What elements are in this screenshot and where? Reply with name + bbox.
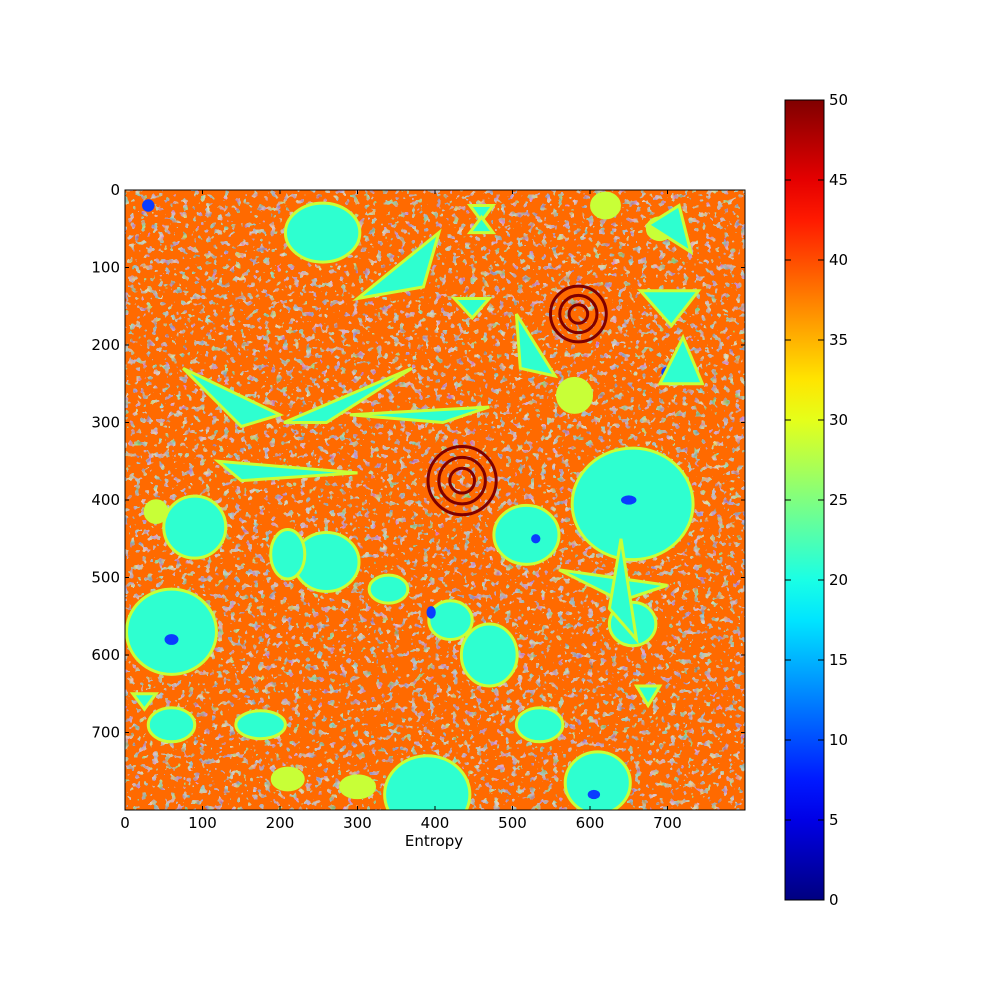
- heatmap-region-31: [637, 289, 702, 328]
- x-tick-label-4: 400: [421, 814, 450, 832]
- y-tick-label-2: 200: [91, 336, 120, 354]
- heatmap-region-23: [142, 199, 155, 212]
- colorbar-tick-label-7: 35: [829, 331, 848, 349]
- colorbar-tick-label-1: 5: [829, 811, 839, 829]
- heatmap-region-39: [213, 459, 358, 483]
- heatmap-region-18: [590, 191, 621, 220]
- heatmap-region-33: [645, 203, 694, 256]
- colorbar-tick-label-0: 0: [829, 891, 839, 909]
- x-tick-label-0: 0: [120, 814, 130, 832]
- colorbar-tick-label-4: 20: [829, 571, 848, 589]
- colorbar-ticks: 0 5 10 15 20 25 30 35 40 45 50: [785, 91, 848, 909]
- x-tick-label-7: 700: [653, 814, 682, 832]
- heatmap-region-26: [587, 789, 601, 800]
- heatmap-region-30: [514, 313, 559, 379]
- heatmap-region-44: [633, 684, 663, 709]
- heatmap-region-38: [607, 538, 639, 645]
- plot-area: [124, 189, 746, 811]
- heatmap-ring-0-1: [437, 455, 487, 506]
- heatmap-region-43: [129, 692, 159, 712]
- y-tick-label-0: 0: [110, 181, 120, 199]
- heatmap-region-28: [531, 534, 541, 544]
- heatmap-region-17: [143, 499, 169, 524]
- y-tick-label-6: 600: [91, 646, 120, 664]
- y-axis: 0 100 200 300 400 500 600 700: [91, 181, 745, 742]
- heatmap-region-0: [283, 201, 362, 264]
- heatmap-region-20: [338, 774, 377, 800]
- heatmap-ring-0-0: [448, 466, 477, 495]
- colorbar-tick-label-6: 30: [829, 411, 848, 429]
- x-tick-label-6: 600: [576, 814, 605, 832]
- heatmap-region-19: [270, 766, 305, 792]
- colorbar-tick-label-9: 45: [829, 171, 848, 189]
- heatmap-region-35: [466, 204, 497, 224]
- heatmap-region-12: [234, 709, 287, 741]
- heatmap-ring-1-1: [558, 293, 599, 335]
- heatmap-region-36: [466, 214, 497, 235]
- x-tick-label-2: 200: [266, 814, 295, 832]
- colorbar-tick-label-3: 15: [829, 651, 848, 669]
- colorbar-tick-label-5: 25: [829, 491, 848, 509]
- y-tick-label-4: 400: [91, 491, 120, 509]
- colorbar-tick-label-8: 40: [829, 251, 848, 269]
- x-tick-label-5: 500: [498, 814, 527, 832]
- colorbar-tick-label-10: 50: [829, 91, 848, 109]
- colorbar: 0 5 10 15 20 25 30 35 40 45 50: [784, 91, 848, 909]
- y-tick-label-7: 700: [91, 724, 120, 742]
- heatmap-region-11: [514, 706, 565, 744]
- heatmap-region-2: [125, 587, 218, 676]
- heatmap-region-8: [146, 706, 197, 744]
- heatmap-region-24: [426, 606, 436, 619]
- heatmap-region-7: [563, 750, 632, 810]
- heatmap-region-14: [269, 527, 307, 581]
- x-tick-label-1: 100: [188, 814, 217, 832]
- heatmap-region-32: [657, 333, 705, 386]
- heatmap-region-41: [283, 366, 413, 424]
- y-tick-label-3: 300: [91, 414, 120, 432]
- heatmap-ring-0-2: [426, 445, 498, 517]
- heatmap-image: [125, 190, 745, 810]
- heatmap-region-13: [459, 622, 519, 688]
- heatmap-region-40: [182, 366, 285, 429]
- heatmap-region-29: [352, 228, 442, 301]
- heatmap-region-9: [427, 599, 474, 641]
- colorbar-tick-label-2: 10: [829, 731, 848, 749]
- heatmap-ring-1-2: [548, 284, 608, 344]
- x-tick-label-3: 300: [343, 814, 372, 832]
- heatmap-region-25: [164, 634, 179, 645]
- heatmap-region-15: [367, 573, 410, 605]
- heatmap-region-5: [492, 503, 561, 566]
- heatmap-region-22: [621, 495, 637, 505]
- y-tick-label-1: 100: [91, 259, 120, 277]
- heatmap-region-42: [349, 405, 490, 425]
- heatmap-region-6: [383, 754, 472, 810]
- colorbar-gradient: [785, 100, 824, 900]
- heatmap-ring-1-0: [567, 303, 590, 325]
- x-axis-label: Entropy: [405, 832, 463, 850]
- x-axis: 0 100 200 300 400 500 600 700: [120, 190, 682, 832]
- heatmap-region-34: [450, 297, 493, 321]
- heatmap-region-16: [555, 376, 594, 414]
- heatmap-region-3: [162, 494, 228, 560]
- y-tick-label-5: 500: [91, 569, 120, 587]
